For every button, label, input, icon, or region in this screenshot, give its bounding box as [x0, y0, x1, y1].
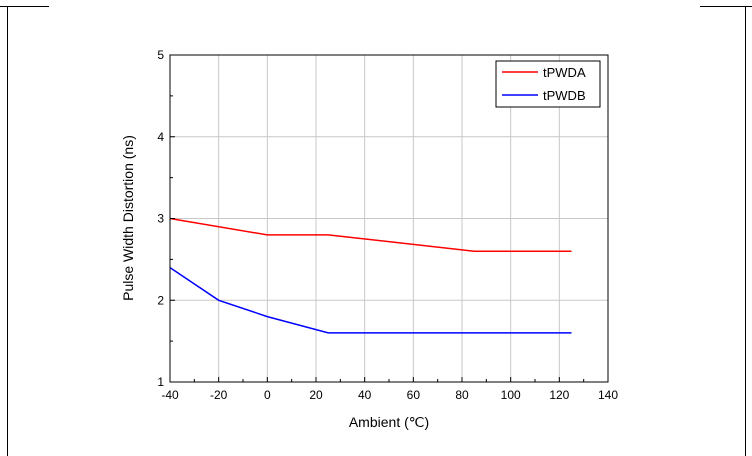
x-tick-label: 0	[264, 388, 271, 402]
series-line-tpwda	[169, 217, 572, 252]
x-axis-label: Ambient (℃)	[349, 414, 429, 430]
legend-label-tpwdb: tPWDB	[543, 88, 586, 103]
axis-ticks: -40 -20 0 20 40 60 80 100 120 140 1 2 3 4 5	[157, 48, 618, 402]
y-axis-label: Pulse Width Distortion (ns)	[120, 135, 136, 301]
x-tick-label: 140	[598, 388, 618, 402]
x-tick-label: 20	[309, 388, 323, 402]
x-tick-label: 40	[358, 388, 372, 402]
y-tick-label: 1	[157, 375, 164, 389]
x-tick-label: 60	[407, 388, 421, 402]
x-tick-label: 100	[501, 388, 521, 402]
legend-box	[495, 60, 601, 108]
legend-label-tpwda: tPWDA	[543, 65, 586, 80]
x-tick-label: 120	[549, 388, 569, 402]
y-tick-label: 4	[157, 130, 164, 144]
series-line-tpwdb	[169, 266, 572, 334]
y-tick-label: 5	[157, 48, 164, 62]
x-tick-label: 80	[455, 388, 469, 402]
y-tick-label: 2	[157, 293, 164, 307]
legend: tPWDA tPWDB	[495, 60, 601, 108]
y-tick-label: 3	[157, 212, 164, 226]
x-tick-label: -40	[161, 388, 179, 402]
series-layer	[169, 217, 572, 334]
x-tick-label: -20	[210, 388, 228, 402]
